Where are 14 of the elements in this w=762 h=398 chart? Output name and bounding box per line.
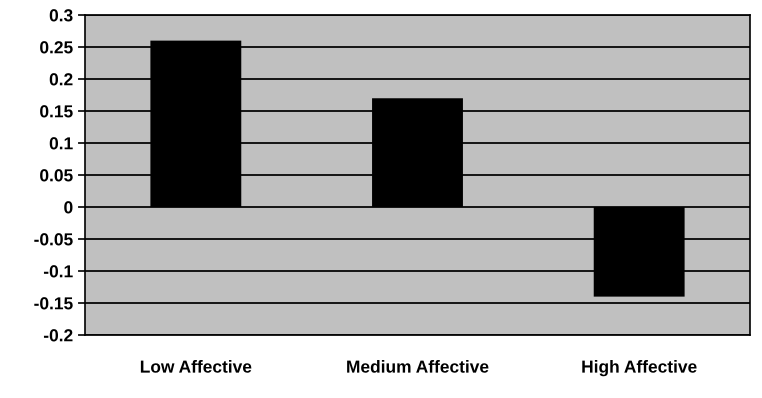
y-tick-label: 0.15	[40, 105, 73, 118]
y-tick-label: -0.2	[44, 329, 72, 342]
x-tick-label: Low Affective	[140, 360, 252, 373]
y-tick-label: 0	[64, 201, 72, 214]
y-tick-label: 0.1	[50, 137, 73, 150]
y-tick-label: 0.25	[40, 41, 73, 54]
x-tick-label: Medium Affective	[347, 360, 488, 373]
x-tick-label: High Affective	[582, 360, 697, 376]
y-tick-label: 0.3	[50, 9, 73, 22]
y-tick-label: -0.1	[44, 265, 73, 278]
y-tick-label: -0.15	[34, 297, 73, 310]
y-tick-label: 0.05	[40, 169, 73, 182]
y-tick-label: 0.2	[50, 73, 72, 86]
y-tick-label: -0.05	[34, 233, 73, 246]
